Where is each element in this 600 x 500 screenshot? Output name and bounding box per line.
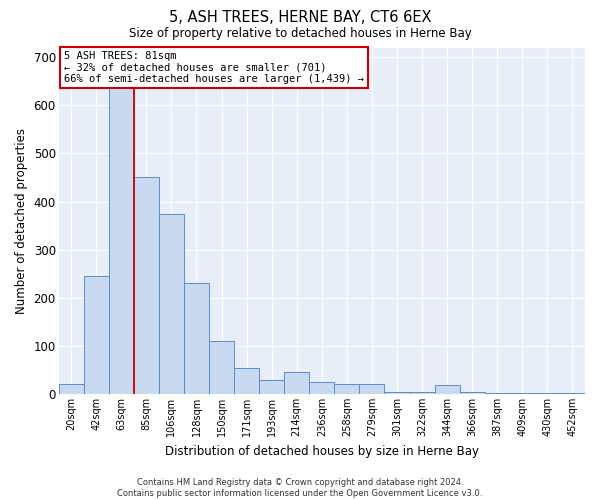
Bar <box>485 392 510 394</box>
Bar <box>359 384 385 394</box>
Bar <box>59 384 83 394</box>
Text: 5, ASH TREES, HERNE BAY, CT6 6EX: 5, ASH TREES, HERNE BAY, CT6 6EX <box>169 10 431 25</box>
Text: Contains HM Land Registry data © Crown copyright and database right 2024.
Contai: Contains HM Land Registry data © Crown c… <box>118 478 482 498</box>
Bar <box>535 393 560 394</box>
Bar <box>234 368 259 394</box>
Text: Size of property relative to detached houses in Herne Bay: Size of property relative to detached ho… <box>128 28 472 40</box>
Bar <box>259 380 284 394</box>
Bar <box>109 72 134 394</box>
Bar <box>159 214 184 394</box>
Bar <box>83 276 109 394</box>
Bar <box>434 386 460 394</box>
Bar <box>385 392 410 394</box>
X-axis label: Distribution of detached houses by size in Herne Bay: Distribution of detached houses by size … <box>165 444 479 458</box>
Bar <box>284 372 309 394</box>
Bar <box>560 393 585 394</box>
Bar <box>209 341 234 394</box>
Bar <box>184 284 209 394</box>
Bar <box>410 392 434 394</box>
Text: 5 ASH TREES: 81sqm
← 32% of detached houses are smaller (701)
66% of semi-detach: 5 ASH TREES: 81sqm ← 32% of detached hou… <box>64 51 364 84</box>
Bar <box>134 178 159 394</box>
Bar <box>510 392 535 394</box>
Bar <box>334 384 359 394</box>
Y-axis label: Number of detached properties: Number of detached properties <box>15 128 28 314</box>
Bar <box>309 382 334 394</box>
Bar <box>460 392 485 394</box>
